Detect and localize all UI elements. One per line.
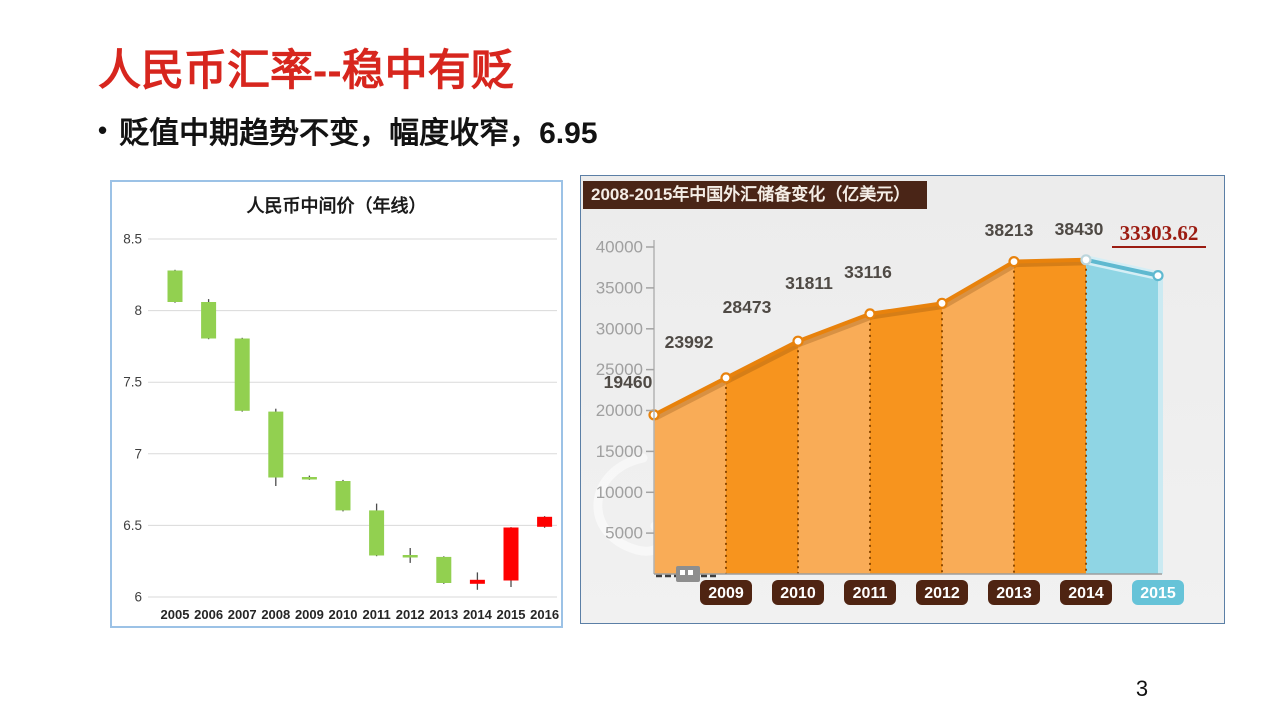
candle-2008 — [268, 411, 284, 478]
y-tick-label: 7 — [134, 446, 142, 461]
reserves-area-chart: 40000 35000 30000 25000 20000 15000 10000 5000 1… — [593, 219, 1206, 605]
candlestick-chart-panel: 人民币中间价（年线） 8.5 8 7.5 7 6.5 6 2005 2006 2007 2008 2… — [110, 180, 563, 628]
y-tick-label: 7.5 — [123, 375, 142, 390]
value-label-2014: 38430 — [1055, 219, 1104, 239]
x-tick-label-2008: 2008 — [261, 607, 290, 622]
year-label-2011: 2011 — [853, 585, 888, 602]
candle-2012 — [402, 555, 418, 558]
reserves-chart-panel: 2008-2015年中国外汇储备变化（亿美元） 40000 35000 30000 2… — [580, 175, 1225, 624]
year-box-2012 — [916, 580, 968, 605]
y-tick-label: 15000 — [596, 442, 643, 461]
value-label-2009: 23992 — [665, 332, 714, 352]
x-tick-label-2016: 2016 — [530, 607, 559, 622]
y-tick-label: 6.5 — [123, 518, 142, 533]
candle-2013 — [436, 556, 452, 583]
year-box-2009 — [700, 580, 752, 605]
area-band-2011 — [870, 259, 942, 574]
candle-2009 — [301, 477, 317, 480]
candlestick-chart-title: 人民币中间价（年线） — [246, 196, 427, 216]
year-label-2012: 2012 — [924, 585, 960, 602]
y-tick-label: 20000 — [596, 401, 643, 420]
x-tick-label-2009: 2009 — [295, 607, 324, 622]
year-box-2010 — [772, 580, 824, 605]
x-tick-label-2006: 2006 — [194, 607, 223, 622]
year-label-2010: 2010 — [780, 585, 816, 602]
y-tick-label: 8 — [134, 303, 142, 318]
y-tick-label: 30000 — [596, 319, 643, 338]
reserves-chart-title: 2008-2015年中国外汇储备变化（亿美元） — [583, 181, 927, 209]
year-box-2014 — [1060, 580, 1112, 605]
y-tick-label: 40000 — [596, 238, 643, 257]
y-tick-label: 25000 — [596, 360, 643, 379]
bullet-line: • 贬值中期趋势不变，幅度收窄，6.95 — [98, 108, 598, 152]
area-band-2008 — [654, 259, 726, 574]
year-box-2015 — [1132, 580, 1184, 605]
candle-2007 — [234, 338, 250, 411]
candlestick-chart: 8.5 8 7.5 7 6.5 6 2005 2006 2007 2008 2009 2010 2011… — [123, 232, 559, 623]
year-label-2015: 2015 — [1140, 585, 1176, 602]
y-tick-label: 5000 — [605, 524, 643, 543]
candle-2011 — [369, 510, 385, 556]
x-tick-label-2015: 2015 — [497, 607, 526, 622]
candle-2005 — [167, 270, 183, 302]
bullet-icon: • — [98, 115, 108, 145]
page-number: 3 — [1135, 676, 1149, 701]
data-point-2010 — [792, 335, 804, 347]
area-band-2012 — [942, 259, 1014, 574]
year-box-2011 — [844, 580, 896, 605]
value-label-2008: 19460 — [604, 372, 653, 392]
cyan-line — [1084, 257, 1160, 278]
bullet-text: 贬值中期趋势不变，幅度收窄，6.95 — [119, 117, 598, 150]
x-tick-label-2012: 2012 — [396, 607, 425, 622]
y-tick-label: 10000 — [596, 483, 643, 502]
x-tick-label-2014: 2014 — [463, 607, 493, 622]
value-label-2013: 38213 — [985, 220, 1034, 240]
data-point-2012 — [936, 297, 948, 309]
candle-2010 — [335, 481, 351, 511]
data-point-2014 — [1080, 254, 1092, 266]
y-tick-label: 8.5 — [123, 232, 142, 247]
year-label-2014: 2014 — [1068, 585, 1104, 602]
data-point-2011 — [864, 308, 876, 320]
y-tick-label: 35000 — [596, 278, 643, 297]
data-point-2015 — [1152, 269, 1164, 282]
x-tick-label-2010: 2010 — [329, 607, 358, 622]
y-tick-label: 6 — [134, 590, 142, 605]
value-label-2011: 31811 — [785, 273, 833, 293]
year-label-2013: 2013 — [996, 585, 1032, 602]
value-label-final: 33303.62 — [1120, 221, 1199, 245]
value-label-2012: 33116 — [844, 262, 892, 282]
x-tick-label-2013: 2013 — [429, 607, 458, 622]
area-band-2014-2015 — [1086, 259, 1158, 574]
x-tick-label-2005: 2005 — [161, 607, 190, 622]
year-label-2009: 2009 — [708, 585, 744, 602]
data-point-2013 — [1008, 255, 1020, 268]
x-tick-label-2011: 2011 — [362, 607, 390, 622]
year-box-2013 — [988, 580, 1040, 605]
data-point-2009 — [720, 372, 732, 384]
x-tick-label-2007: 2007 — [228, 607, 257, 622]
area-band-2013 — [1014, 259, 1086, 574]
watermark-logo-dot — [680, 570, 685, 575]
value-label-2010: 28473 — [723, 297, 772, 317]
candle-2016 — [537, 516, 553, 527]
page-title: 人民币汇率--稳中有贬 — [98, 47, 514, 95]
candle-2014 — [469, 579, 485, 584]
watermark-logo-dot — [688, 570, 693, 575]
cyan-edge-strip — [1158, 275, 1163, 574]
candle-2006 — [201, 302, 217, 339]
candle-2015 — [503, 527, 519, 581]
